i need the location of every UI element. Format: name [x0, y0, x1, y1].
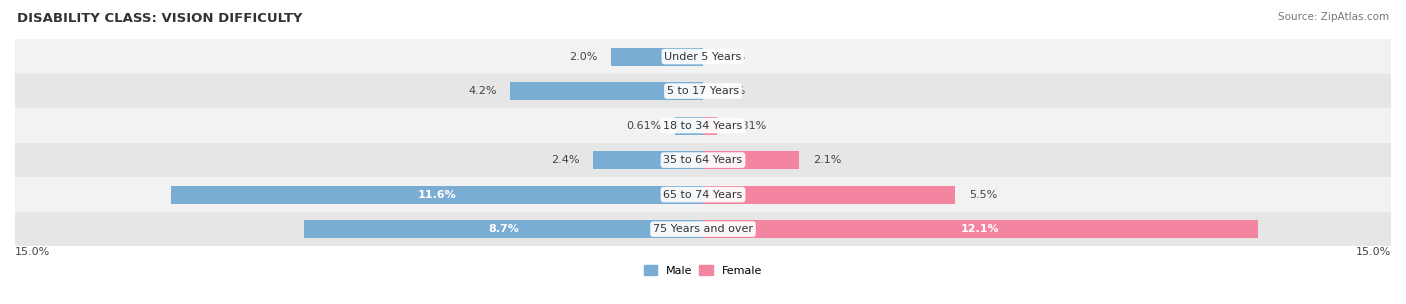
- Text: 2.1%: 2.1%: [813, 155, 841, 165]
- Bar: [675, 117, 703, 135]
- Bar: [304, 220, 703, 238]
- Text: 5 to 17 Years: 5 to 17 Years: [666, 86, 740, 96]
- Text: 8.7%: 8.7%: [488, 224, 519, 234]
- Legend: Male, Female: Male, Female: [641, 263, 765, 278]
- Text: Source: ZipAtlas.com: Source: ZipAtlas.com: [1278, 12, 1389, 22]
- Bar: [703, 151, 800, 169]
- Text: 2.4%: 2.4%: [551, 155, 579, 165]
- Bar: [15, 212, 1391, 246]
- Text: 75 Years and over: 75 Years and over: [652, 224, 754, 234]
- Bar: [15, 39, 1391, 74]
- Text: 12.1%: 12.1%: [962, 224, 1000, 234]
- Text: Under 5 Years: Under 5 Years: [665, 52, 741, 62]
- Bar: [15, 143, 1391, 177]
- Text: 5.5%: 5.5%: [969, 190, 997, 200]
- Text: 0.31%: 0.31%: [731, 121, 766, 131]
- Text: 2.0%: 2.0%: [569, 52, 598, 62]
- Text: 65 to 74 Years: 65 to 74 Years: [664, 190, 742, 200]
- Bar: [510, 82, 703, 100]
- Bar: [703, 220, 1258, 238]
- Bar: [172, 186, 703, 204]
- Bar: [612, 48, 703, 66]
- Bar: [15, 74, 1391, 108]
- Bar: [15, 177, 1391, 212]
- Text: 15.0%: 15.0%: [1355, 247, 1391, 257]
- Text: DISABILITY CLASS: VISION DIFFICULTY: DISABILITY CLASS: VISION DIFFICULTY: [17, 12, 302, 25]
- Text: 0.0%: 0.0%: [717, 86, 745, 96]
- Text: 18 to 34 Years: 18 to 34 Years: [664, 121, 742, 131]
- Bar: [703, 186, 955, 204]
- Bar: [15, 108, 1391, 143]
- Bar: [593, 151, 703, 169]
- Text: 0.61%: 0.61%: [626, 121, 661, 131]
- Text: 11.6%: 11.6%: [418, 190, 457, 200]
- Text: 4.2%: 4.2%: [468, 86, 496, 96]
- Text: 35 to 64 Years: 35 to 64 Years: [664, 155, 742, 165]
- Text: 0.0%: 0.0%: [717, 52, 745, 62]
- Bar: [703, 117, 717, 135]
- Text: 15.0%: 15.0%: [15, 247, 51, 257]
